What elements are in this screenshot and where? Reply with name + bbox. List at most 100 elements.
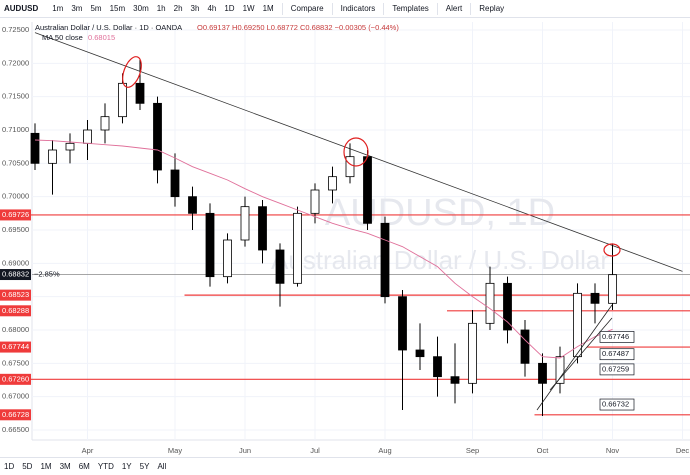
candle-body bbox=[83, 129, 92, 144]
annotation-box bbox=[599, 331, 635, 343]
support-line bbox=[536, 304, 613, 411]
x-tick-label: Aug bbox=[378, 446, 391, 455]
y-tick-label: 0.70000 bbox=[2, 192, 29, 201]
interval-button[interactable]: 3h bbox=[190, 4, 200, 13]
y-tick-label: 0.72500 bbox=[2, 25, 29, 34]
range-button[interactable]: 6M bbox=[78, 462, 90, 471]
interval-button[interactable]: 3m bbox=[71, 4, 83, 13]
candle-body bbox=[433, 356, 442, 378]
candle-body bbox=[170, 169, 180, 198]
separator bbox=[331, 2, 333, 15]
interval-button[interactable]: 4h bbox=[207, 4, 217, 13]
toolbar-button[interactable]: Indicators bbox=[340, 4, 376, 13]
interval-button[interactable]: 1W bbox=[242, 4, 255, 13]
interval-button[interactable]: 15m bbox=[109, 4, 126, 13]
candle-body bbox=[573, 292, 582, 358]
level-label: 0.66728 bbox=[2, 410, 29, 419]
range-button[interactable]: 1M bbox=[40, 462, 52, 471]
range-button[interactable]: YTD bbox=[97, 462, 114, 471]
candle-body bbox=[153, 102, 162, 171]
price-label: 0.68832 bbox=[2, 270, 29, 279]
y-tick-label: 0.71500 bbox=[2, 92, 29, 101]
candle-body bbox=[258, 206, 267, 251]
annotation-box bbox=[599, 348, 635, 361]
annotation-label: 0.67487 bbox=[602, 349, 629, 358]
y-tick-label: 0.69500 bbox=[2, 225, 29, 234]
annotation-box bbox=[599, 363, 635, 376]
separator bbox=[281, 2, 283, 15]
candle-body bbox=[135, 82, 145, 104]
candle-body bbox=[415, 349, 425, 358]
interval-button[interactable]: 1M bbox=[262, 4, 274, 13]
level-label-box bbox=[0, 341, 31, 353]
candle-body bbox=[468, 322, 477, 384]
level-label-box bbox=[0, 289, 31, 301]
level-label-box bbox=[0, 409, 31, 421]
candle-body bbox=[450, 376, 460, 384]
x-tick-label: Jul bbox=[310, 446, 320, 455]
symbol[interactable]: AUDUSD bbox=[4, 4, 39, 13]
range-button[interactable]: 1Y bbox=[121, 462, 132, 471]
separator bbox=[383, 2, 385, 15]
range-button[interactable]: 5D bbox=[22, 462, 33, 471]
ma-line bbox=[34, 139, 613, 359]
toolbar-button[interactable]: Alert bbox=[445, 4, 463, 13]
candle-body bbox=[223, 239, 232, 278]
x-tick-label: Nov bbox=[606, 446, 620, 455]
candle-body bbox=[555, 356, 565, 384]
range-toolbar: 1D 5D 1M 3M 6M YTD 1Y 5Y All bbox=[0, 457, 690, 475]
circle-annotation bbox=[122, 56, 142, 88]
interval-button[interactable]: 1h bbox=[156, 4, 166, 13]
trendline bbox=[34, 32, 683, 272]
level-label-box bbox=[0, 209, 31, 221]
chart-title: Australian Dollar / U.S. Dollar · 1D · O… bbox=[35, 23, 182, 32]
top-toolbar: AUDUSD 1m 3m 5m 15m 30m 1h 2h 3h 4h 1D 1W 1M Compare I… bbox=[0, 0, 690, 18]
range-button[interactable]: All bbox=[157, 462, 167, 471]
interval-button[interactable]: 1D bbox=[224, 4, 235, 13]
level-label: 0.68288 bbox=[2, 306, 29, 315]
y-tick-label: 0.69000 bbox=[2, 258, 29, 267]
watermark: AUDUSD, 1D bbox=[325, 192, 555, 234]
legend-value: 0.68015 bbox=[88, 33, 115, 42]
range-button[interactable]: 5Y bbox=[139, 462, 150, 471]
candle-body bbox=[345, 156, 355, 178]
candle-body bbox=[100, 116, 110, 131]
level-label: 0.67260 bbox=[2, 374, 29, 383]
candle-body bbox=[310, 189, 320, 214]
candle-body bbox=[590, 292, 600, 304]
legend-entry: MA 50 close bbox=[42, 33, 83, 42]
x-tick-label: Oct bbox=[537, 446, 550, 455]
toolbar-button[interactable]: Templates bbox=[392, 4, 429, 13]
y-tick-label: 0.68000 bbox=[2, 325, 29, 334]
annotation-box bbox=[599, 398, 635, 411]
x-tick-label: May bbox=[168, 446, 182, 455]
circle-annotation bbox=[343, 137, 369, 167]
annotation-label: 0.67746 bbox=[602, 332, 629, 341]
candle-body bbox=[328, 176, 337, 191]
circle-annotation bbox=[603, 243, 621, 257]
candle-body bbox=[538, 362, 547, 384]
interval-button[interactable]: 2h bbox=[173, 4, 183, 13]
candle-body bbox=[503, 282, 512, 331]
toolbar-button[interactable]: Compare bbox=[290, 4, 324, 13]
toolbar-button[interactable]: Replay bbox=[479, 4, 505, 13]
support-line bbox=[549, 317, 613, 391]
candle-body bbox=[275, 249, 285, 284]
annotation-label: 0.66732 bbox=[602, 400, 629, 409]
interval-button[interactable]: 30m bbox=[133, 4, 149, 13]
interval-button[interactable]: 5m bbox=[90, 4, 102, 13]
candle-body bbox=[240, 206, 250, 241]
separator bbox=[436, 2, 438, 15]
y-tick-label: 0.70500 bbox=[2, 158, 29, 167]
interval-button[interactable]: 1m bbox=[52, 4, 64, 13]
watermark: Australian Dollar / U.S. Dollar bbox=[271, 245, 609, 275]
range-button[interactable]: 3M bbox=[59, 462, 71, 471]
candle-body bbox=[48, 149, 57, 164]
candle-body bbox=[485, 282, 495, 324]
range-button[interactable]: 1D bbox=[4, 462, 15, 471]
level-label-box bbox=[0, 305, 31, 317]
x-tick-label: Sep bbox=[466, 446, 479, 455]
